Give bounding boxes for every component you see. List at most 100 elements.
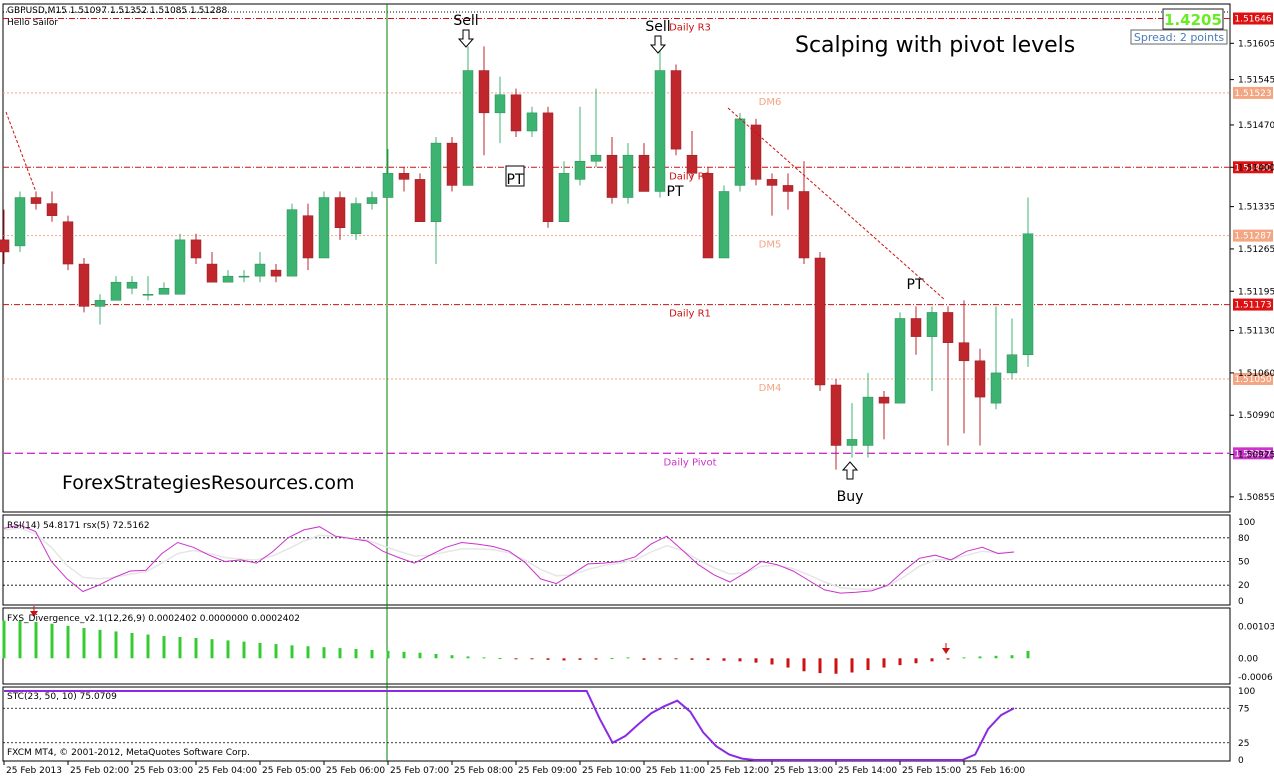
time-tick-label-12: 25 Feb 13:00 <box>774 766 833 776</box>
signal-arrows <box>457 29 859 480</box>
spread-text: Spread: 2 points <box>1134 31 1224 44</box>
buy-arrow-icon <box>841 461 859 480</box>
divergence-bar-16 <box>258 642 262 659</box>
rsi-tick-label-3: 20 <box>1238 581 1250 591</box>
website-caption: ForexStrategiesResources.com <box>62 472 355 494</box>
divergence-bar-41 <box>658 658 662 660</box>
time-tick-label-13: 25 Feb 14:00 <box>838 766 897 776</box>
candle-body-9 <box>142 294 154 296</box>
divergence-indicator: 0.001035 0.00 -0.0006 <box>2 606 1274 683</box>
divergence-bar-5 <box>82 628 86 659</box>
divergence-bar-6 <box>98 629 102 659</box>
candle-body-58 <box>926 312 938 337</box>
copyright-text: FXCM MT4, © 2001-2012, MetaQuotes Softwa… <box>7 748 250 758</box>
divergence-bar-7 <box>114 631 118 659</box>
divergence-bar-63 <box>1010 655 1014 659</box>
time-tick-label-8: 25 Feb 09:00 <box>518 766 577 776</box>
divergence-bar-56 <box>898 658 902 666</box>
divergence-bar-18 <box>290 645 294 659</box>
candle-body-54 <box>862 396 874 446</box>
sell-label-1: Sell <box>453 13 478 29</box>
divergence-bar-42 <box>674 658 678 660</box>
divergence-bar-55 <box>882 658 886 668</box>
divergence-title: FXS_Divergence_v2.1(12,26,9) 0.0002402 0… <box>7 614 300 624</box>
divergence-bar-39 <box>626 657 630 659</box>
candle-body-15 <box>238 275 250 278</box>
level-tag-bg-6 <box>1233 447 1273 460</box>
candle-body-62 <box>990 372 1002 404</box>
candle-body-36 <box>574 160 586 180</box>
divergence-bar-32 <box>514 658 518 660</box>
rsi-tick-label-1: 80 <box>1238 534 1250 544</box>
level-label-0: Daily R3 <box>669 23 711 34</box>
time-tick-label-3: 25 Feb 04:00 <box>198 766 257 776</box>
price-tick-label-4: 1.51335 <box>1238 203 1274 213</box>
level-tag-bg-2 <box>1233 161 1273 174</box>
time-tick-label-5: 25 Feb 06:00 <box>326 766 385 776</box>
divergence-bar-50 <box>802 658 806 672</box>
candle-body-32 <box>510 94 522 132</box>
divergence-bar-60 <box>962 657 966 659</box>
level-tag-2: 1.51400 <box>1234 163 1271 173</box>
candle-body-29 <box>462 70 474 186</box>
divergence-bar-0 <box>2 620 6 659</box>
divergence-bar-28 <box>450 655 454 659</box>
divergence-tick-label-0: 0.001035 <box>1238 622 1274 632</box>
sell-arrow-1-icon <box>457 29 475 48</box>
stc-tick-label-3: 0 <box>1238 756 1244 766</box>
divergence-bar-64 <box>1026 650 1030 659</box>
pt-label-3: PT <box>907 277 924 293</box>
divergence-bar-49 <box>786 658 790 668</box>
candle-body-26 <box>414 179 426 222</box>
divergence-bar-62 <box>994 655 998 659</box>
level-label-2: Daily R2 <box>669 171 711 182</box>
sell-arrow-2-icon <box>649 35 667 54</box>
rsi-tick-label-0: 100 <box>1238 518 1255 528</box>
divergence-bar-35 <box>562 658 566 661</box>
candle-body-53 <box>846 439 858 446</box>
candle-body-1 <box>14 197 26 247</box>
time-tick-label-1: 25 Feb 02:00 <box>70 766 129 776</box>
divergence-bar-1 <box>18 620 22 659</box>
trend-line-right <box>727 107 946 301</box>
divergence-bar-40 <box>642 658 646 660</box>
level-tag-bg-4 <box>1233 298 1273 311</box>
divergence-bar-43 <box>690 658 694 660</box>
price-tick-label-9: 1.50990 <box>1238 411 1274 421</box>
chart-caption: Scalping with pivot levels <box>795 33 1075 58</box>
stc-title: STC(23, 50, 10) 75.0709 <box>7 692 117 702</box>
divergence-bar-52 <box>834 658 838 674</box>
divergence-bar-38 <box>610 657 614 659</box>
time-tick-label-6: 25 Feb 07:00 <box>390 766 449 776</box>
candle-body-19 <box>302 215 314 259</box>
candle-body-51 <box>814 257 826 386</box>
candle-body-38 <box>606 154 618 198</box>
candle-body-17 <box>270 269 282 277</box>
candle-body-28 <box>446 142 458 186</box>
candle-body-18 <box>286 209 298 277</box>
rsi-title: RSI(14) 54.8171 rsx(5) 72.5162 <box>7 521 150 531</box>
divergence-bar-22 <box>354 649 358 659</box>
candle-body-43 <box>686 154 698 174</box>
divergence-bar-11 <box>178 637 182 659</box>
divergence-bar-13 <box>210 639 214 659</box>
candle-body-20 <box>318 197 330 259</box>
time-tick-label-4: 25 Feb 05:00 <box>262 766 321 776</box>
candle-body-59 <box>942 312 954 343</box>
trend-line-left <box>5 111 37 193</box>
level-tag-0: 1.51646 <box>1234 15 1271 25</box>
time-tick-label-15: 25 Feb 16:00 <box>966 766 1025 776</box>
rsi-tick-label-4: 0 <box>1238 597 1244 607</box>
candle-body-46 <box>734 118 746 186</box>
divergence-bar-29 <box>466 656 470 659</box>
stc-indicator: 100 75 25 0 <box>3 687 1255 766</box>
candle-body-35 <box>558 173 570 222</box>
price-tick-label-10: 1.50925 <box>1238 451 1274 461</box>
rsi-tick-label-2: 50 <box>1238 558 1250 568</box>
candle-body-13 <box>206 263 218 283</box>
candle-body-56 <box>894 318 906 404</box>
level-tag-5: 1.51050 <box>1234 375 1271 385</box>
candle-body-64 <box>1022 233 1034 356</box>
candle-body-0 <box>0 239 10 253</box>
stc-tick-label-0: 100 <box>1238 687 1255 697</box>
